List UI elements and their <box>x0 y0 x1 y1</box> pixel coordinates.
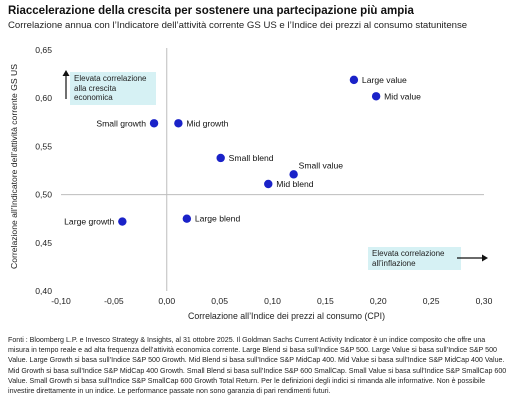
data-point <box>371 92 381 101</box>
data-point <box>216 153 225 163</box>
arrow-up-icon <box>62 70 70 99</box>
chart-title: Riaccelerazione della crescita per soste… <box>8 5 414 17</box>
data-point-label: Mid value <box>384 91 421 101</box>
data-point <box>182 214 192 223</box>
y-tick-label: 0,40 <box>35 286 52 296</box>
data-point-label: Small growth <box>96 118 146 128</box>
x-tick-label: 0,30 <box>476 296 493 306</box>
x-tick-label: 0,00 <box>158 296 175 306</box>
annotation-inflation-correlation: Elevata correlazione all’inflazione <box>368 247 461 270</box>
y-tick-label: 0,50 <box>35 190 52 200</box>
data-point-label: Large blend <box>195 214 241 224</box>
y-tick-label: 0,65 <box>35 45 52 55</box>
data-point <box>264 179 273 189</box>
data-point-label: Small blend <box>229 153 274 163</box>
x-tick-label: 0,15 <box>317 296 334 306</box>
data-point-label: Mid blend <box>276 179 313 189</box>
scatter-chart: -0,10 -0,05 0,00 0,05 0,10 0,15 0,20 0,25 0,30 0,… <box>9 45 493 321</box>
data-point <box>349 75 359 85</box>
x-tick-label: 0,10 <box>264 296 281 306</box>
annotation-growth-correlation: Elevata correlazione alla crescita econo… <box>70 72 156 105</box>
data-point-label: Small value <box>299 160 344 170</box>
x-tick-label: -0,05 <box>104 296 124 306</box>
data-point <box>174 119 183 128</box>
x-tick-label: 0,20 <box>370 296 387 306</box>
data-point-label: Large growth <box>64 217 114 227</box>
source-footnote: Fonti : Bloomberg L.P. e Invesco Strateg… <box>8 336 507 396</box>
data-point <box>289 170 298 179</box>
data-point-label: Mid growth <box>186 118 228 128</box>
x-tick-label: 0,05 <box>211 296 228 306</box>
x-tick-label: -0,10 <box>51 296 71 306</box>
y-axis-label: Correlazione all’Indicatore dell’attivit… <box>9 64 19 269</box>
data-point <box>118 217 127 226</box>
x-tick-label: 0,25 <box>423 296 440 306</box>
y-tick-label: 0,55 <box>35 141 52 151</box>
chart-subtitle: Correlazione annua con l’Indicatore dell… <box>8 20 468 31</box>
data-point-label: Large value <box>362 75 407 85</box>
y-tick-label: 0,60 <box>35 93 52 103</box>
x-axis-label: Correlazione all’Indice dei prezzi al co… <box>188 311 385 321</box>
arrow-right-icon <box>457 254 488 262</box>
y-tick-label: 0,45 <box>35 238 52 248</box>
data-point <box>149 119 159 128</box>
